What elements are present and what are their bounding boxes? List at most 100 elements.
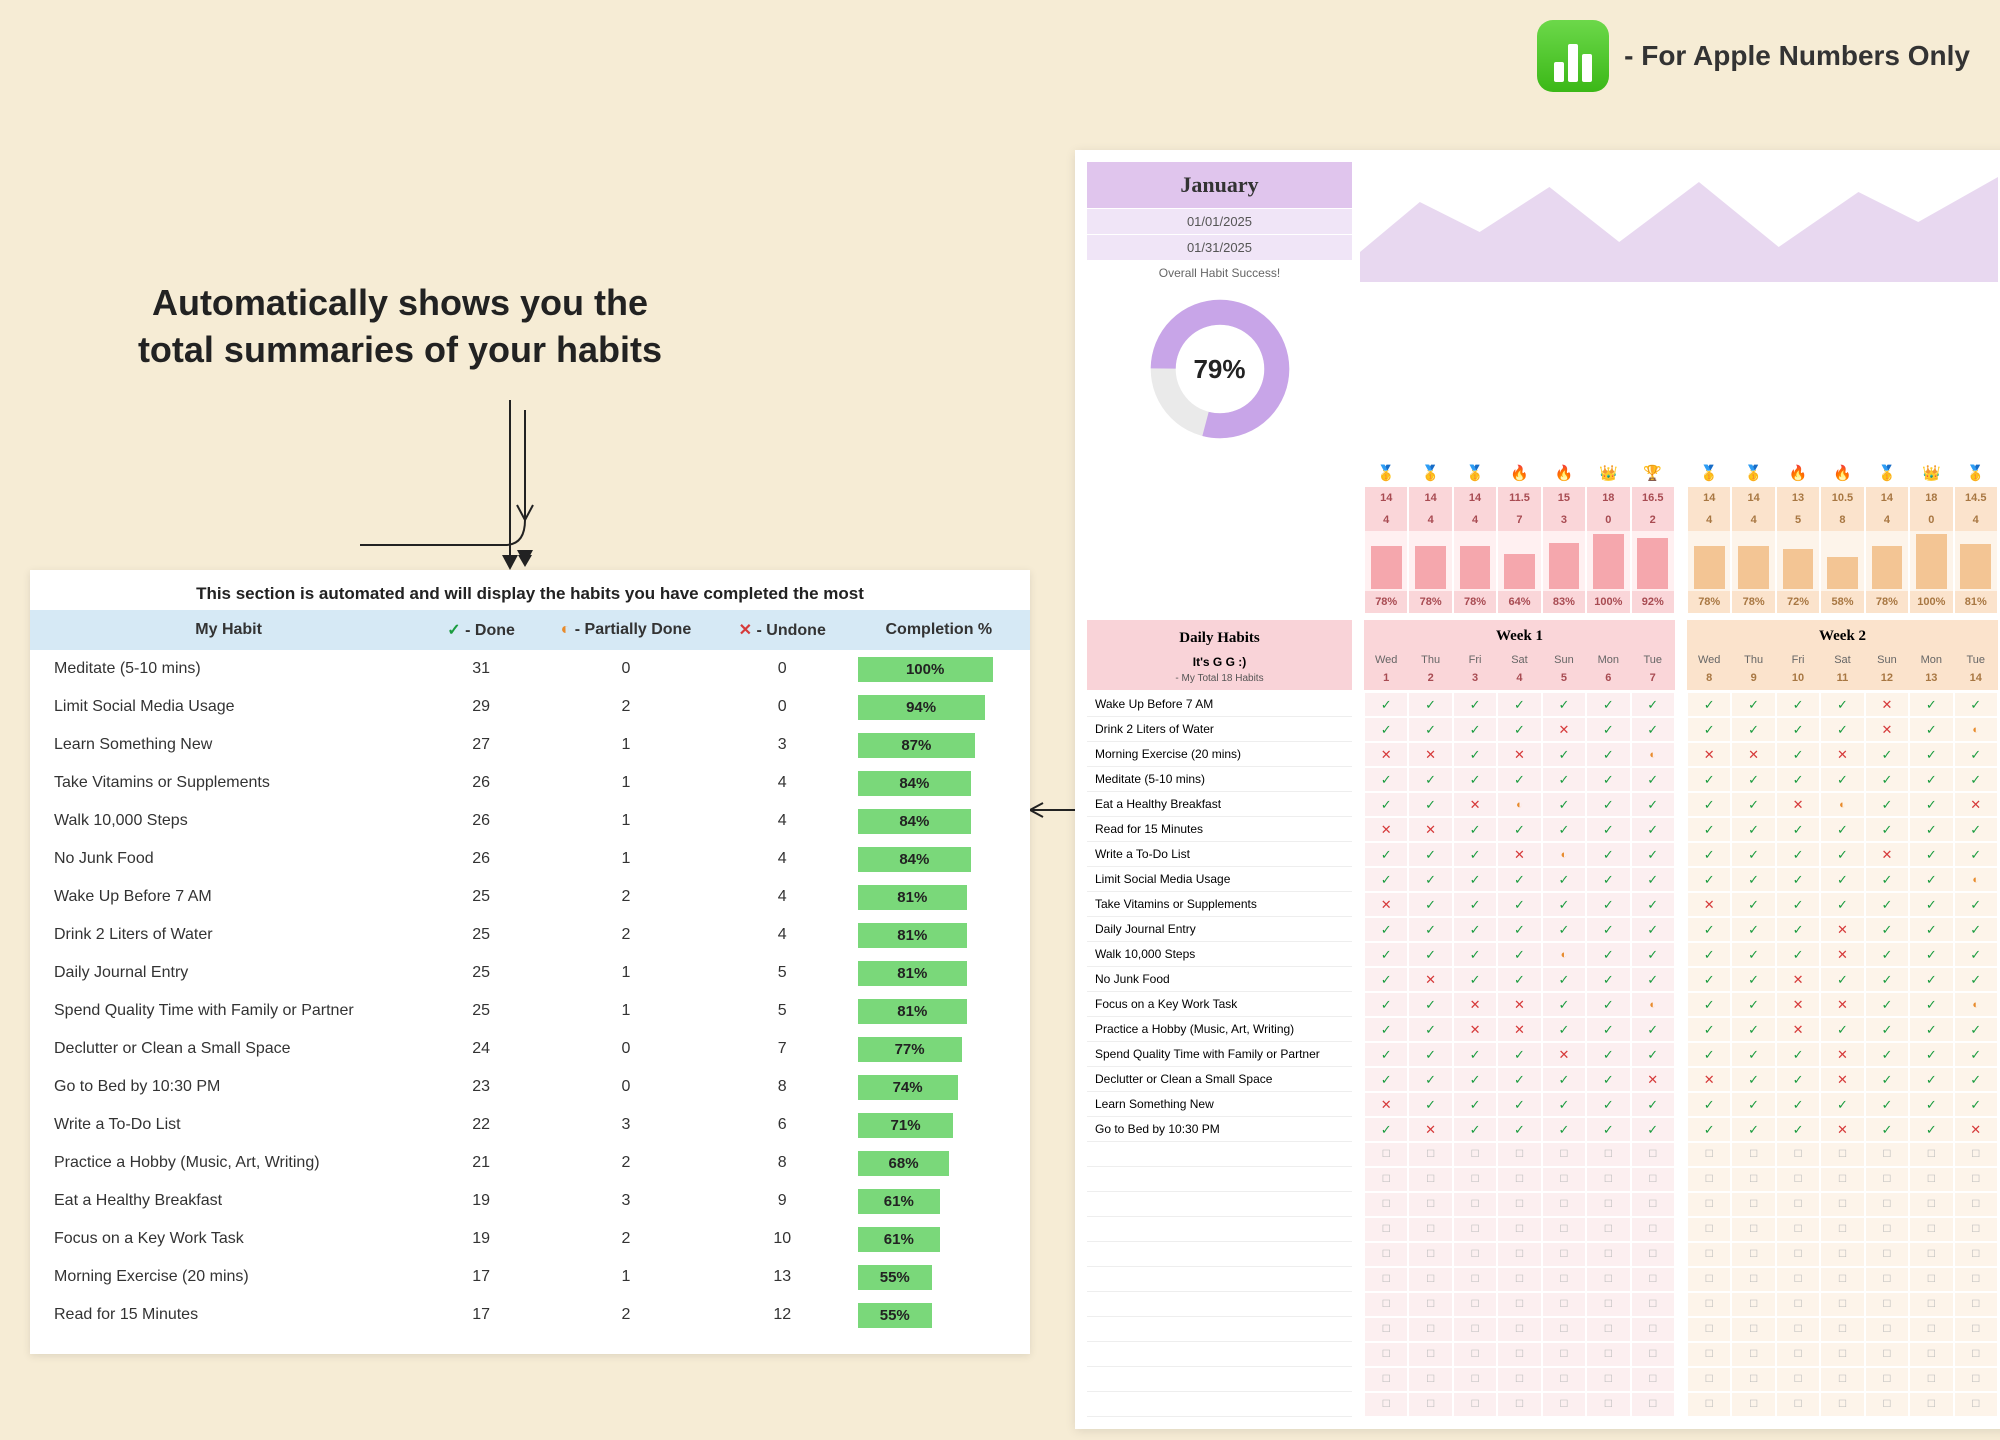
habit-cell-empty[interactable]: ☐ xyxy=(1865,1192,1909,1217)
habit-cell-empty[interactable]: ☐ xyxy=(1497,1167,1541,1192)
habit-cell-empty[interactable]: ☐ xyxy=(1776,1267,1820,1292)
habit-cell[interactable]: ◐ xyxy=(1631,742,1675,767)
habit-cell-empty[interactable]: ☐ xyxy=(1586,1242,1630,1267)
habit-cell[interactable]: ✓ xyxy=(1731,1067,1775,1092)
habit-cell[interactable]: ✓ xyxy=(1909,717,1953,742)
habit-cell[interactable]: ✓ xyxy=(1909,1042,1953,1067)
habit-cell[interactable]: ✕ xyxy=(1820,1067,1864,1092)
habit-cell[interactable]: ✓ xyxy=(1776,1042,1820,1067)
habit-cell[interactable]: ✓ xyxy=(1731,1117,1775,1142)
habit-cell[interactable]: ✓ xyxy=(1631,867,1675,892)
habit-cell-empty[interactable]: ☐ xyxy=(1820,1267,1864,1292)
habit-cell-empty[interactable]: ☐ xyxy=(1497,1342,1541,1367)
habit-cell[interactable]: ✓ xyxy=(1731,892,1775,917)
habit-cell[interactable]: ✓ xyxy=(1731,1092,1775,1117)
habit-cell[interactable]: ✕ xyxy=(1542,717,1586,742)
habit-cell-empty[interactable]: ☐ xyxy=(1631,1392,1675,1417)
habit-cell[interactable]: ✓ xyxy=(1909,917,1953,942)
habit-cell-empty[interactable]: ☐ xyxy=(1731,1242,1775,1267)
habit-cell[interactable]: ✓ xyxy=(1586,1042,1630,1067)
habit-cell-empty[interactable]: ☐ xyxy=(1865,1342,1909,1367)
habit-cell[interactable]: ✓ xyxy=(1542,1017,1586,1042)
habit-cell-empty[interactable]: ☐ xyxy=(1364,1392,1408,1417)
habit-cell[interactable]: ✕ xyxy=(1497,842,1541,867)
habit-cell[interactable]: ✓ xyxy=(1364,967,1408,992)
habit-cell[interactable]: ✓ xyxy=(1865,867,1909,892)
habit-cell-empty[interactable]: ☐ xyxy=(1453,1192,1497,1217)
habit-cell-empty[interactable]: ☐ xyxy=(1453,1392,1497,1417)
habit-cell-empty[interactable]: ☐ xyxy=(1364,1367,1408,1392)
habit-cell[interactable]: ✓ xyxy=(1687,817,1731,842)
habit-cell[interactable]: ✓ xyxy=(1865,1117,1909,1142)
habit-cell[interactable]: ✓ xyxy=(1731,767,1775,792)
habit-cell[interactable]: ✓ xyxy=(1453,1042,1497,1067)
habit-cell[interactable]: ✓ xyxy=(1820,817,1864,842)
habit-cell[interactable]: ✕ xyxy=(1408,817,1452,842)
habit-cell-empty[interactable]: ☐ xyxy=(1364,1192,1408,1217)
habit-cell[interactable]: ✓ xyxy=(1586,942,1630,967)
habit-cell-empty[interactable]: ☐ xyxy=(1865,1167,1909,1192)
habit-cell-empty[interactable]: ☐ xyxy=(1909,1292,1953,1317)
habit-cell[interactable]: ✓ xyxy=(1909,1092,1953,1117)
habit-cell[interactable]: ✓ xyxy=(1687,792,1731,817)
habit-cell[interactable]: ✓ xyxy=(1364,767,1408,792)
habit-cell-empty[interactable]: ☐ xyxy=(1408,1392,1452,1417)
habit-cell-empty[interactable]: ☐ xyxy=(1820,1292,1864,1317)
habit-cell[interactable]: ✓ xyxy=(1586,1017,1630,1042)
habit-cell[interactable]: ✓ xyxy=(1364,917,1408,942)
habit-cell-empty[interactable]: ☐ xyxy=(1497,1242,1541,1267)
habit-cell-empty[interactable]: ☐ xyxy=(1586,1267,1630,1292)
habit-cell-empty[interactable]: ☐ xyxy=(1731,1392,1775,1417)
habit-cell[interactable]: ✕ xyxy=(1954,792,1998,817)
habit-cell[interactable]: ✕ xyxy=(1497,992,1541,1017)
habit-cell[interactable]: ✓ xyxy=(1364,1042,1408,1067)
habit-cell-empty[interactable]: ☐ xyxy=(1731,1292,1775,1317)
habit-cell-empty[interactable]: ☐ xyxy=(1631,1317,1675,1342)
habit-cell-empty[interactable]: ☐ xyxy=(1731,1367,1775,1392)
habit-cell-empty[interactable]: ☐ xyxy=(1954,1342,1998,1367)
habit-cell-empty[interactable]: ☐ xyxy=(1586,1192,1630,1217)
habit-cell[interactable]: ✓ xyxy=(1776,1117,1820,1142)
habit-cell-empty[interactable]: ☐ xyxy=(1497,1267,1541,1292)
habit-cell[interactable]: ✓ xyxy=(1909,1017,1953,1042)
habit-cell[interactable]: ✓ xyxy=(1453,692,1497,717)
habit-cell-empty[interactable]: ☐ xyxy=(1364,1167,1408,1192)
habit-cell-empty[interactable]: ☐ xyxy=(1954,1167,1998,1192)
habit-cell[interactable]: ✓ xyxy=(1820,867,1864,892)
habit-cell[interactable]: ✓ xyxy=(1542,742,1586,767)
habit-cell[interactable]: ✓ xyxy=(1954,1092,1998,1117)
habit-cell[interactable]: ✕ xyxy=(1687,742,1731,767)
habit-cell[interactable]: ✓ xyxy=(1542,867,1586,892)
habit-cell[interactable]: ✓ xyxy=(1820,967,1864,992)
habit-cell[interactable]: ✓ xyxy=(1408,1017,1452,1042)
habit-cell-empty[interactable]: ☐ xyxy=(1631,1217,1675,1242)
habit-cell[interactable]: ✓ xyxy=(1586,1067,1630,1092)
habit-cell-empty[interactable]: ☐ xyxy=(1820,1242,1864,1267)
habit-cell-empty[interactable]: ☐ xyxy=(1408,1167,1452,1192)
habit-cell[interactable]: ✓ xyxy=(1776,842,1820,867)
habit-cell-empty[interactable]: ☐ xyxy=(1542,1317,1586,1342)
habit-cell-empty[interactable]: ☐ xyxy=(1954,1142,1998,1167)
habit-cell[interactable]: ✓ xyxy=(1865,992,1909,1017)
habit-cell[interactable]: ✓ xyxy=(1954,1067,1998,1092)
habit-cell-empty[interactable]: ☐ xyxy=(1687,1192,1731,1217)
habit-cell[interactable]: ✓ xyxy=(1865,1067,1909,1092)
habit-cell[interactable]: ✓ xyxy=(1453,742,1497,767)
habit-cell-empty[interactable]: ☐ xyxy=(1820,1167,1864,1192)
habit-cell[interactable]: ✓ xyxy=(1909,692,1953,717)
habit-cell[interactable]: ◐ xyxy=(1954,992,1998,1017)
habit-cell[interactable]: ✓ xyxy=(1497,967,1541,992)
habit-cell-empty[interactable]: ☐ xyxy=(1542,1242,1586,1267)
habit-cell-empty[interactable]: ☐ xyxy=(1453,1342,1497,1367)
habit-cell-empty[interactable]: ☐ xyxy=(1631,1367,1675,1392)
habit-cell-empty[interactable]: ☐ xyxy=(1954,1367,1998,1392)
habit-cell-empty[interactable]: ☐ xyxy=(1776,1167,1820,1192)
habit-cell[interactable]: ✕ xyxy=(1497,742,1541,767)
habit-cell-empty[interactable]: ☐ xyxy=(1865,1242,1909,1267)
habit-cell-empty[interactable]: ☐ xyxy=(1542,1167,1586,1192)
habit-cell[interactable]: ✓ xyxy=(1776,1092,1820,1117)
habit-cell[interactable]: ✓ xyxy=(1954,1042,1998,1067)
habit-cell-empty[interactable]: ☐ xyxy=(1731,1317,1775,1342)
habit-cell-empty[interactable]: ☐ xyxy=(1954,1292,1998,1317)
habit-cell[interactable]: ✕ xyxy=(1820,1042,1864,1067)
